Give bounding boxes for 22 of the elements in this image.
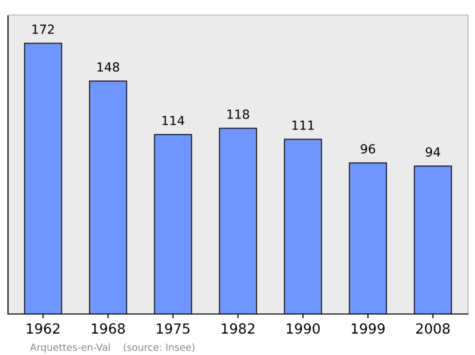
data-label: 114 [162,116,184,126]
bar [218,128,258,314]
x-tick-label: 1968 [92,323,125,334]
data-label: 94 [426,147,440,157]
bar [154,134,192,314]
data-label: 111 [292,120,314,130]
bar [284,138,322,314]
data-label: 148 [98,62,120,72]
bar [24,42,62,314]
x-tick-label: 1990 [286,323,320,334]
data-label: 96 [360,144,376,154]
x-tick-label: 1999 [352,323,385,334]
bar [414,166,452,314]
text: Arquettes-en-Val (source: Insee) [30,343,194,353]
x-tick-label: 1982 [222,323,254,334]
x-tick-label: 1962 [26,323,60,334]
data-label: 172 [32,24,54,34]
x-tick-label: 1975 [156,323,190,334]
bar [348,162,388,314]
x-tick-label: 2008 [416,323,450,334]
data-label: 118 [227,109,250,119]
bar [88,80,128,314]
